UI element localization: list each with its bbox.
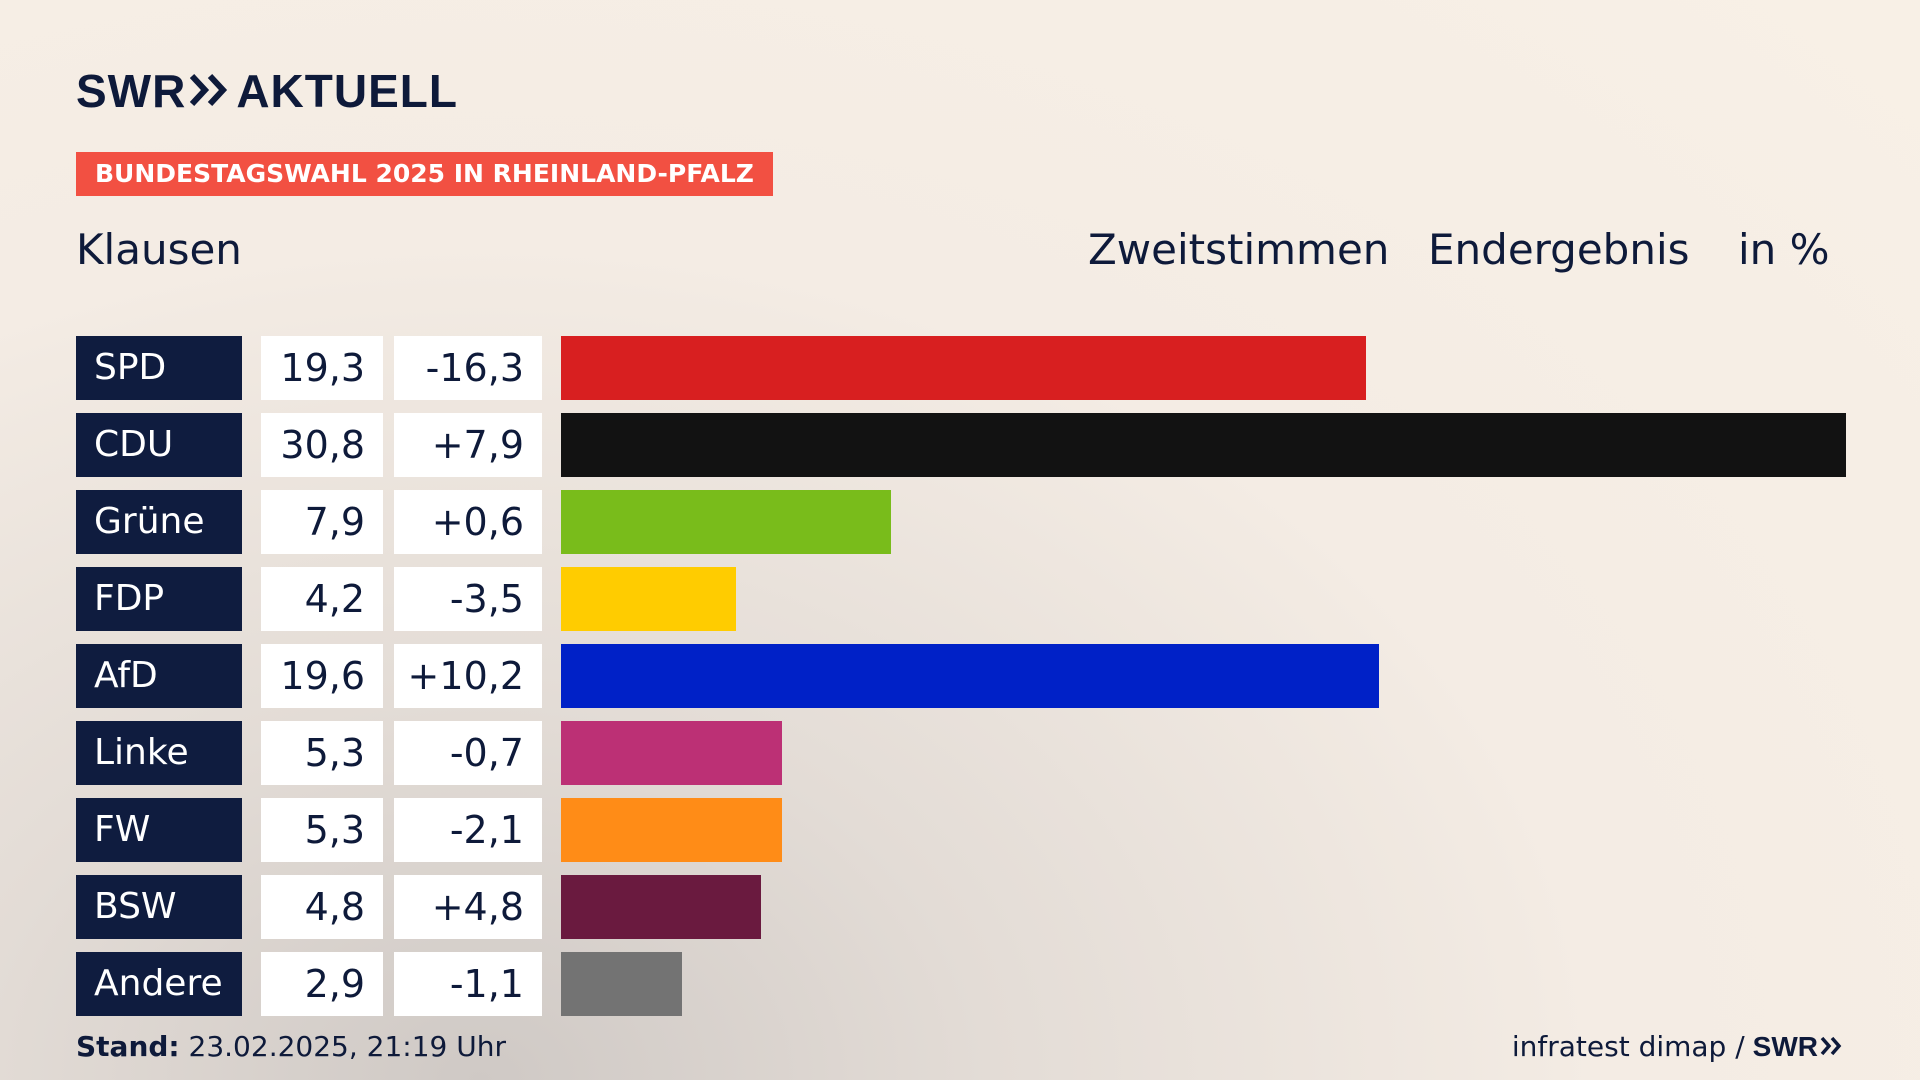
change-label: +7,9: [394, 413, 542, 477]
change-label: -3,5: [394, 567, 542, 631]
party-label: FDP: [76, 567, 242, 631]
party-row: CDU 30,8 +7,9: [76, 413, 1846, 477]
double-chevron-right-icon: [1818, 1030, 1844, 1063]
value-label: 7,9: [261, 490, 383, 554]
party-label: Grüne: [76, 490, 242, 554]
party-row: AfD 19,6 +10,2: [76, 644, 1846, 708]
change-label: +0,6: [394, 490, 542, 554]
result-bar: [561, 336, 1366, 400]
party-label: AfD: [76, 644, 242, 708]
result-bar: [561, 644, 1379, 708]
change-label: +10,2: [394, 644, 542, 708]
party-label: Linke: [76, 721, 242, 785]
unit-heading: in %: [1738, 225, 1830, 274]
source-swr-logo: SWR: [1752, 1030, 1818, 1062]
party-row: Andere 2,9 -1,1: [76, 952, 1846, 1016]
party-label: BSW: [76, 875, 242, 939]
party-row: Grüne 7,9 +0,6: [76, 490, 1846, 554]
source-credit: infratest dimap / SWR: [1512, 1030, 1844, 1063]
value-label: 19,6: [261, 644, 383, 708]
value-label: 5,3: [261, 721, 383, 785]
logo-swr-text: SWR: [76, 65, 187, 117]
result-bar: [561, 567, 736, 631]
value-label: 2,9: [261, 952, 383, 1016]
stand-label: Stand:: [76, 1030, 180, 1063]
change-label: -0,7: [394, 721, 542, 785]
election-badge: BUNDESTAGSWAHL 2025 IN RHEINLAND-PFALZ: [76, 152, 773, 196]
party-row: Linke 5,3 -0,7: [76, 721, 1846, 785]
party-row: FW 5,3 -2,1: [76, 798, 1846, 862]
party-row: BSW 4,8 +4,8: [76, 875, 1846, 939]
change-label: -1,1: [394, 952, 542, 1016]
double-chevron-right-icon: [190, 64, 230, 118]
logo-aktuell-text: AKTUELL: [236, 65, 458, 117]
party-row: FDP 4,2 -3,5: [76, 567, 1846, 631]
value-label: 19,3: [261, 336, 383, 400]
party-label: FW: [76, 798, 242, 862]
result-bar: [561, 490, 891, 554]
change-label: -16,3: [394, 336, 542, 400]
result-bar: [561, 875, 761, 939]
value-label: 4,2: [261, 567, 383, 631]
result-bar: [561, 952, 682, 1016]
value-label: 4,8: [261, 875, 383, 939]
party-label: CDU: [76, 413, 242, 477]
result-bar: [561, 413, 1846, 477]
result-bar: [561, 798, 782, 862]
source-text: infratest dimap /: [1511, 1030, 1745, 1063]
stand-value: 23.02.2025, 21:19 Uhr: [188, 1030, 506, 1063]
swr-aktuell-logo: SWR AKTUELL: [76, 64, 458, 118]
value-label: 30,8: [261, 413, 383, 477]
vote-type-heading: Zweitstimmen: [1088, 225, 1390, 274]
value-label: 5,3: [261, 798, 383, 862]
timestamp: Stand: 23.02.2025, 21:19 Uhr: [76, 1030, 506, 1063]
party-row: SPD 19,3 -16,3: [76, 336, 1846, 400]
change-label: -2,1: [394, 798, 542, 862]
change-label: +4,8: [394, 875, 542, 939]
result-type-heading: Endergebnis: [1428, 225, 1690, 274]
result-bar: [561, 721, 782, 785]
party-label: Andere: [76, 952, 242, 1016]
region-title: Klausen: [76, 225, 242, 274]
party-label: SPD: [76, 336, 242, 400]
